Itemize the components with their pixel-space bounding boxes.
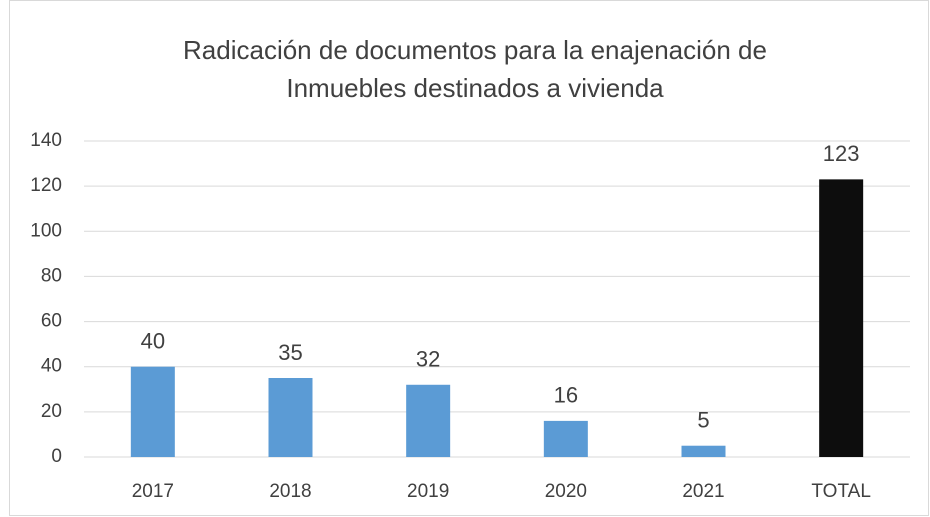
data-label: 5 — [697, 408, 709, 433]
data-label: 32 — [416, 347, 440, 372]
y-tick-label: 60 — [41, 311, 62, 332]
data-label: 40 — [141, 329, 165, 354]
x-tick-label: 2019 — [407, 481, 449, 502]
bar — [406, 384, 451, 457]
y-tick-label: 0 — [51, 446, 62, 467]
x-tick-label: 2020 — [545, 481, 587, 502]
x-tick-label: 2021 — [682, 481, 724, 502]
bar — [819, 179, 864, 457]
chart-title: Radicación de documentos para la enajena… — [183, 35, 767, 65]
data-label: 16 — [554, 383, 578, 408]
y-tick-label: 40 — [41, 356, 62, 377]
data-label: 35 — [278, 340, 302, 365]
x-tick-label: 2017 — [132, 481, 174, 502]
y-tick-label: 100 — [30, 220, 62, 241]
y-tick-label: 80 — [41, 265, 62, 286]
bar — [268, 378, 313, 457]
bar — [130, 366, 175, 457]
bar — [681, 445, 726, 457]
x-tick-label: TOTAL — [811, 481, 870, 502]
chart-title: Inmuebles destinados a vivienda — [286, 73, 664, 103]
bar — [543, 420, 588, 457]
y-tick-label: 20 — [41, 401, 62, 422]
data-label: 123 — [823, 141, 860, 166]
y-tick-label: 140 — [30, 130, 62, 151]
x-tick-label: 2018 — [269, 481, 311, 502]
y-tick-label: 120 — [30, 175, 62, 196]
